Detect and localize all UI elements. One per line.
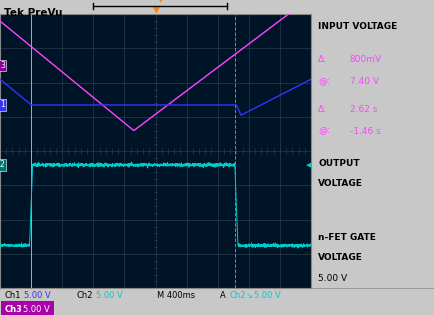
Text: Ch3: Ch3 [5,305,23,314]
Text: 1: 1 [0,100,5,109]
Text: @:: @: [317,127,329,135]
Text: ↘: ↘ [246,291,253,300]
Text: 5.00 V: 5.00 V [254,291,280,300]
Text: 5.00 V: 5.00 V [317,274,346,283]
Text: VOLTAGE: VOLTAGE [317,179,362,188]
Text: 5.00 V: 5.00 V [23,305,49,314]
Text: n-FET GATE: n-FET GATE [317,233,375,243]
Text: 5.00 V: 5.00 V [95,291,122,300]
Text: Ch2: Ch2 [229,291,245,300]
Text: -1.46 s: -1.46 s [349,127,380,135]
Text: Δ:: Δ: [317,55,326,64]
Text: 2.62 s: 2.62 s [349,105,376,114]
Text: INPUT VOLTAGE: INPUT VOLTAGE [317,22,396,32]
Text: M 400ms: M 400ms [156,291,194,300]
Text: 2: 2 [0,160,5,169]
Text: 7.40 V: 7.40 V [349,77,378,86]
Text: ▼: ▼ [157,0,162,3]
Text: OUTPUT: OUTPUT [317,159,359,169]
Text: Δ:: Δ: [317,105,326,114]
Text: 3: 3 [0,61,5,70]
Text: 800mV: 800mV [349,55,381,64]
Text: Ch1: Ch1 [4,291,21,300]
Text: @:: @: [317,77,329,86]
Text: Ch2: Ch2 [76,291,92,300]
Text: A: A [219,291,225,300]
Text: VOLTAGE: VOLTAGE [317,253,362,261]
Text: Tek PreVu: Tek PreVu [4,8,62,18]
Text: ◀: ◀ [305,162,310,168]
Text: 5.00 V: 5.00 V [24,291,50,300]
